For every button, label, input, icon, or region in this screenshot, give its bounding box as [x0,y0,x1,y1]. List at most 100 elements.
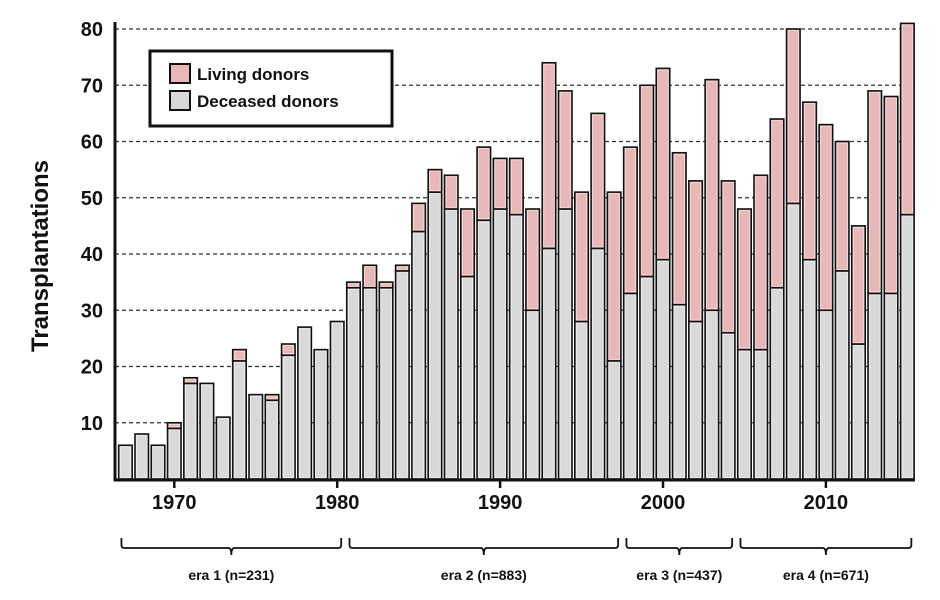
bar-highlight-1983 [380,283,392,287]
bar-highlight-1970 [168,429,180,478]
bar-deceased-2015 [899,213,915,480]
bar-highlight-1975 [250,395,262,478]
bar-highlight-1986 [429,170,441,191]
bar-highlight-1990 [494,210,506,478]
bar-highlight-1993 [543,64,555,248]
bar-highlight-2008 [787,204,799,478]
bar-group-1984 [394,264,410,480]
bar-group-1983 [378,281,394,480]
y-tick-label-40: 40 [81,244,103,266]
bar-group-1988 [459,208,476,480]
bar-deceased-1984 [394,270,410,480]
bar-living-1986 [427,168,443,193]
bar-group-1987 [443,174,459,480]
x-tick-label-1970: 1970 [152,492,197,514]
bar-highlight-1998 [624,148,636,293]
bar-living-2010 [818,123,834,312]
bracket-shape [120,538,343,556]
bar-group-1992 [525,208,541,480]
bar-living-1977 [280,343,296,357]
bar-highlight-1982 [364,289,376,478]
bar-deceased-1969 [150,444,166,480]
bar-deceased-2000 [655,258,671,480]
bar-highlight-1970 [168,424,180,428]
bar-deceased-1968 [134,433,150,480]
bar-deceased-2009 [802,258,818,480]
bar-highlight-1971 [185,384,197,478]
bar-living-1988 [459,208,476,278]
bar-living-1970 [166,421,182,430]
bar-living-1976 [264,393,280,402]
bar-highlight-1987 [445,176,457,208]
bar-highlight-1987 [445,210,457,478]
axes [113,22,915,482]
bar-highlight-1995 [576,193,588,321]
bar-highlight-1996 [592,249,604,478]
x-tick-label-2010: 2010 [804,492,849,514]
bar-living-2006 [753,174,769,351]
y-tick-label-70: 70 [81,75,103,97]
bar-living-2001 [671,151,687,306]
bar-highlight-1969 [152,446,164,478]
bar-deceased-1993 [541,247,557,480]
bar-highlight-2008 [787,30,799,203]
bar-highlight-1977 [282,345,294,354]
bar-deceased-1986 [427,191,443,480]
bar-highlight-1981 [348,289,359,478]
bar-group-1993 [541,61,557,480]
bar-highlight-1981 [348,283,359,287]
bar-group-2000 [655,67,671,480]
bar-deceased-2004 [720,331,736,480]
bar-living-1982 [362,264,378,289]
bar-highlight-1988 [462,277,473,478]
bar-deceased-1995 [573,320,590,480]
era-annotations: era 1 (n=231) era 2 (n=883) era 3 (n=437) e… [120,538,913,583]
bar-group-2011 [834,140,850,480]
bar-group-2007 [769,118,785,480]
bar-group-1968 [134,433,150,480]
bar-deceased-2007 [769,286,785,480]
bar-living-2014 [883,95,899,295]
bar-group-1971 [183,376,199,480]
bar-highlight-2002 [690,182,702,321]
bar-living-1997 [606,191,622,362]
bar-deceased-2005 [736,348,753,480]
bar-highlight-1973 [217,418,229,478]
bar-deceased-1981 [345,286,362,480]
bar-highlight-1980 [331,322,343,478]
bar-highlight-2013 [869,92,881,293]
era-bracket-3: era 3 (n=437) [625,538,734,583]
bar-highlight-2011 [836,272,848,478]
bar-living-2002 [688,180,704,323]
bar-group-2002 [688,180,704,480]
bar-deceased-1991 [508,213,524,480]
bar-highlight-2012 [853,227,864,343]
bar-highlight-2011 [836,142,848,270]
bar-highlight-1998 [624,294,636,478]
bar-highlight-1972 [201,384,213,478]
bar-highlight-1985 [413,232,425,478]
era-label-3: era 3 (n=437) [636,567,722,583]
bar-highlight-1997 [608,193,620,360]
era-label-2: era 2 (n=883) [441,567,527,583]
bar-living-1989 [476,146,492,222]
bar-highlight-1997 [608,362,620,478]
bar-highlight-1976 [266,401,278,478]
bar-living-2013 [867,90,883,295]
era-bracket-4: era 4 (n=671) [739,538,913,583]
bar-highlight-1967 [119,446,131,478]
bar-living-1985 [411,202,427,233]
y-tick-label-50: 50 [81,188,103,210]
bar-deceased-1974 [231,360,248,480]
bar-highlight-2006 [755,350,767,478]
bar-deceased-2006 [753,348,769,480]
bar-group-1985 [411,202,427,480]
bar-group-1981 [345,281,362,480]
bar-living-1993 [541,61,557,250]
bar-highlight-2009 [804,103,816,259]
bar-deceased-2001 [671,303,687,480]
bar-living-1991 [508,157,524,216]
bar-living-1996 [590,112,606,250]
bar-highlight-1984 [396,266,408,270]
